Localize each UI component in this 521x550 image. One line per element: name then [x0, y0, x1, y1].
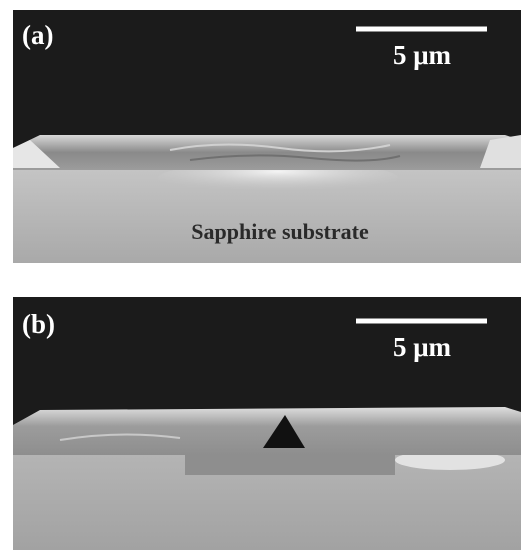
scale-bar-label: 5 μm [393, 40, 452, 70]
scale-bar-label: 5 μm [393, 332, 452, 362]
panel-b: (b) 5 μm [13, 297, 521, 550]
panel-label: (a) [22, 20, 53, 50]
film-layer [13, 135, 521, 170]
caption: Sapphire substrate [191, 219, 369, 244]
panel-label: (b) [22, 309, 55, 339]
dark-region [185, 455, 395, 475]
figure: (a) 5 μm Sapphire substrate (b) 5 μm [0, 0, 521, 550]
page: {"panels": [ {"label": "(a)", "scale_bar… [0, 0, 521, 550]
panel-a: (a) 5 μm Sapphire substrate [13, 10, 521, 263]
